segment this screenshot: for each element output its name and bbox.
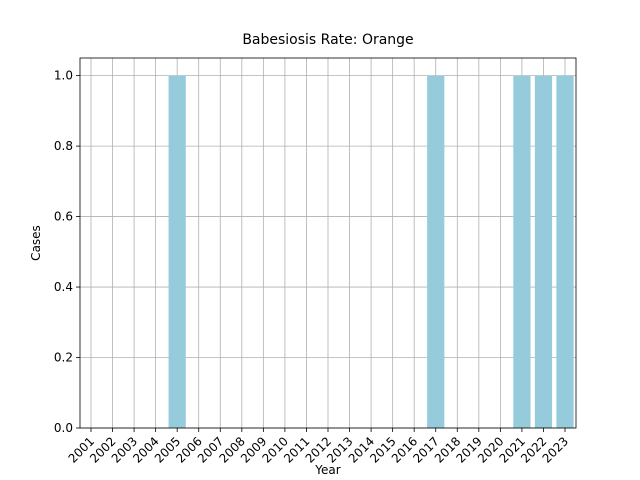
y-tick-label: 1.0 <box>54 69 73 83</box>
y-tick-label: 0.0 <box>54 421 73 435</box>
chart-title: Babesiosis Rate: Orange <box>242 32 413 48</box>
bar <box>534 75 553 428</box>
bar <box>556 75 574 428</box>
y-axis-label: Cases <box>29 225 43 261</box>
bar <box>427 75 445 428</box>
y-tick-label: 0.6 <box>54 210 73 224</box>
y-tick-label: 0.4 <box>54 280 73 294</box>
y-tick-label: 0.8 <box>54 139 73 153</box>
plot-frame <box>79 57 577 429</box>
x-axis-label: Year <box>314 463 340 477</box>
bar <box>168 75 186 428</box>
bar <box>513 75 531 428</box>
y-tick-label: 0.2 <box>54 351 73 365</box>
